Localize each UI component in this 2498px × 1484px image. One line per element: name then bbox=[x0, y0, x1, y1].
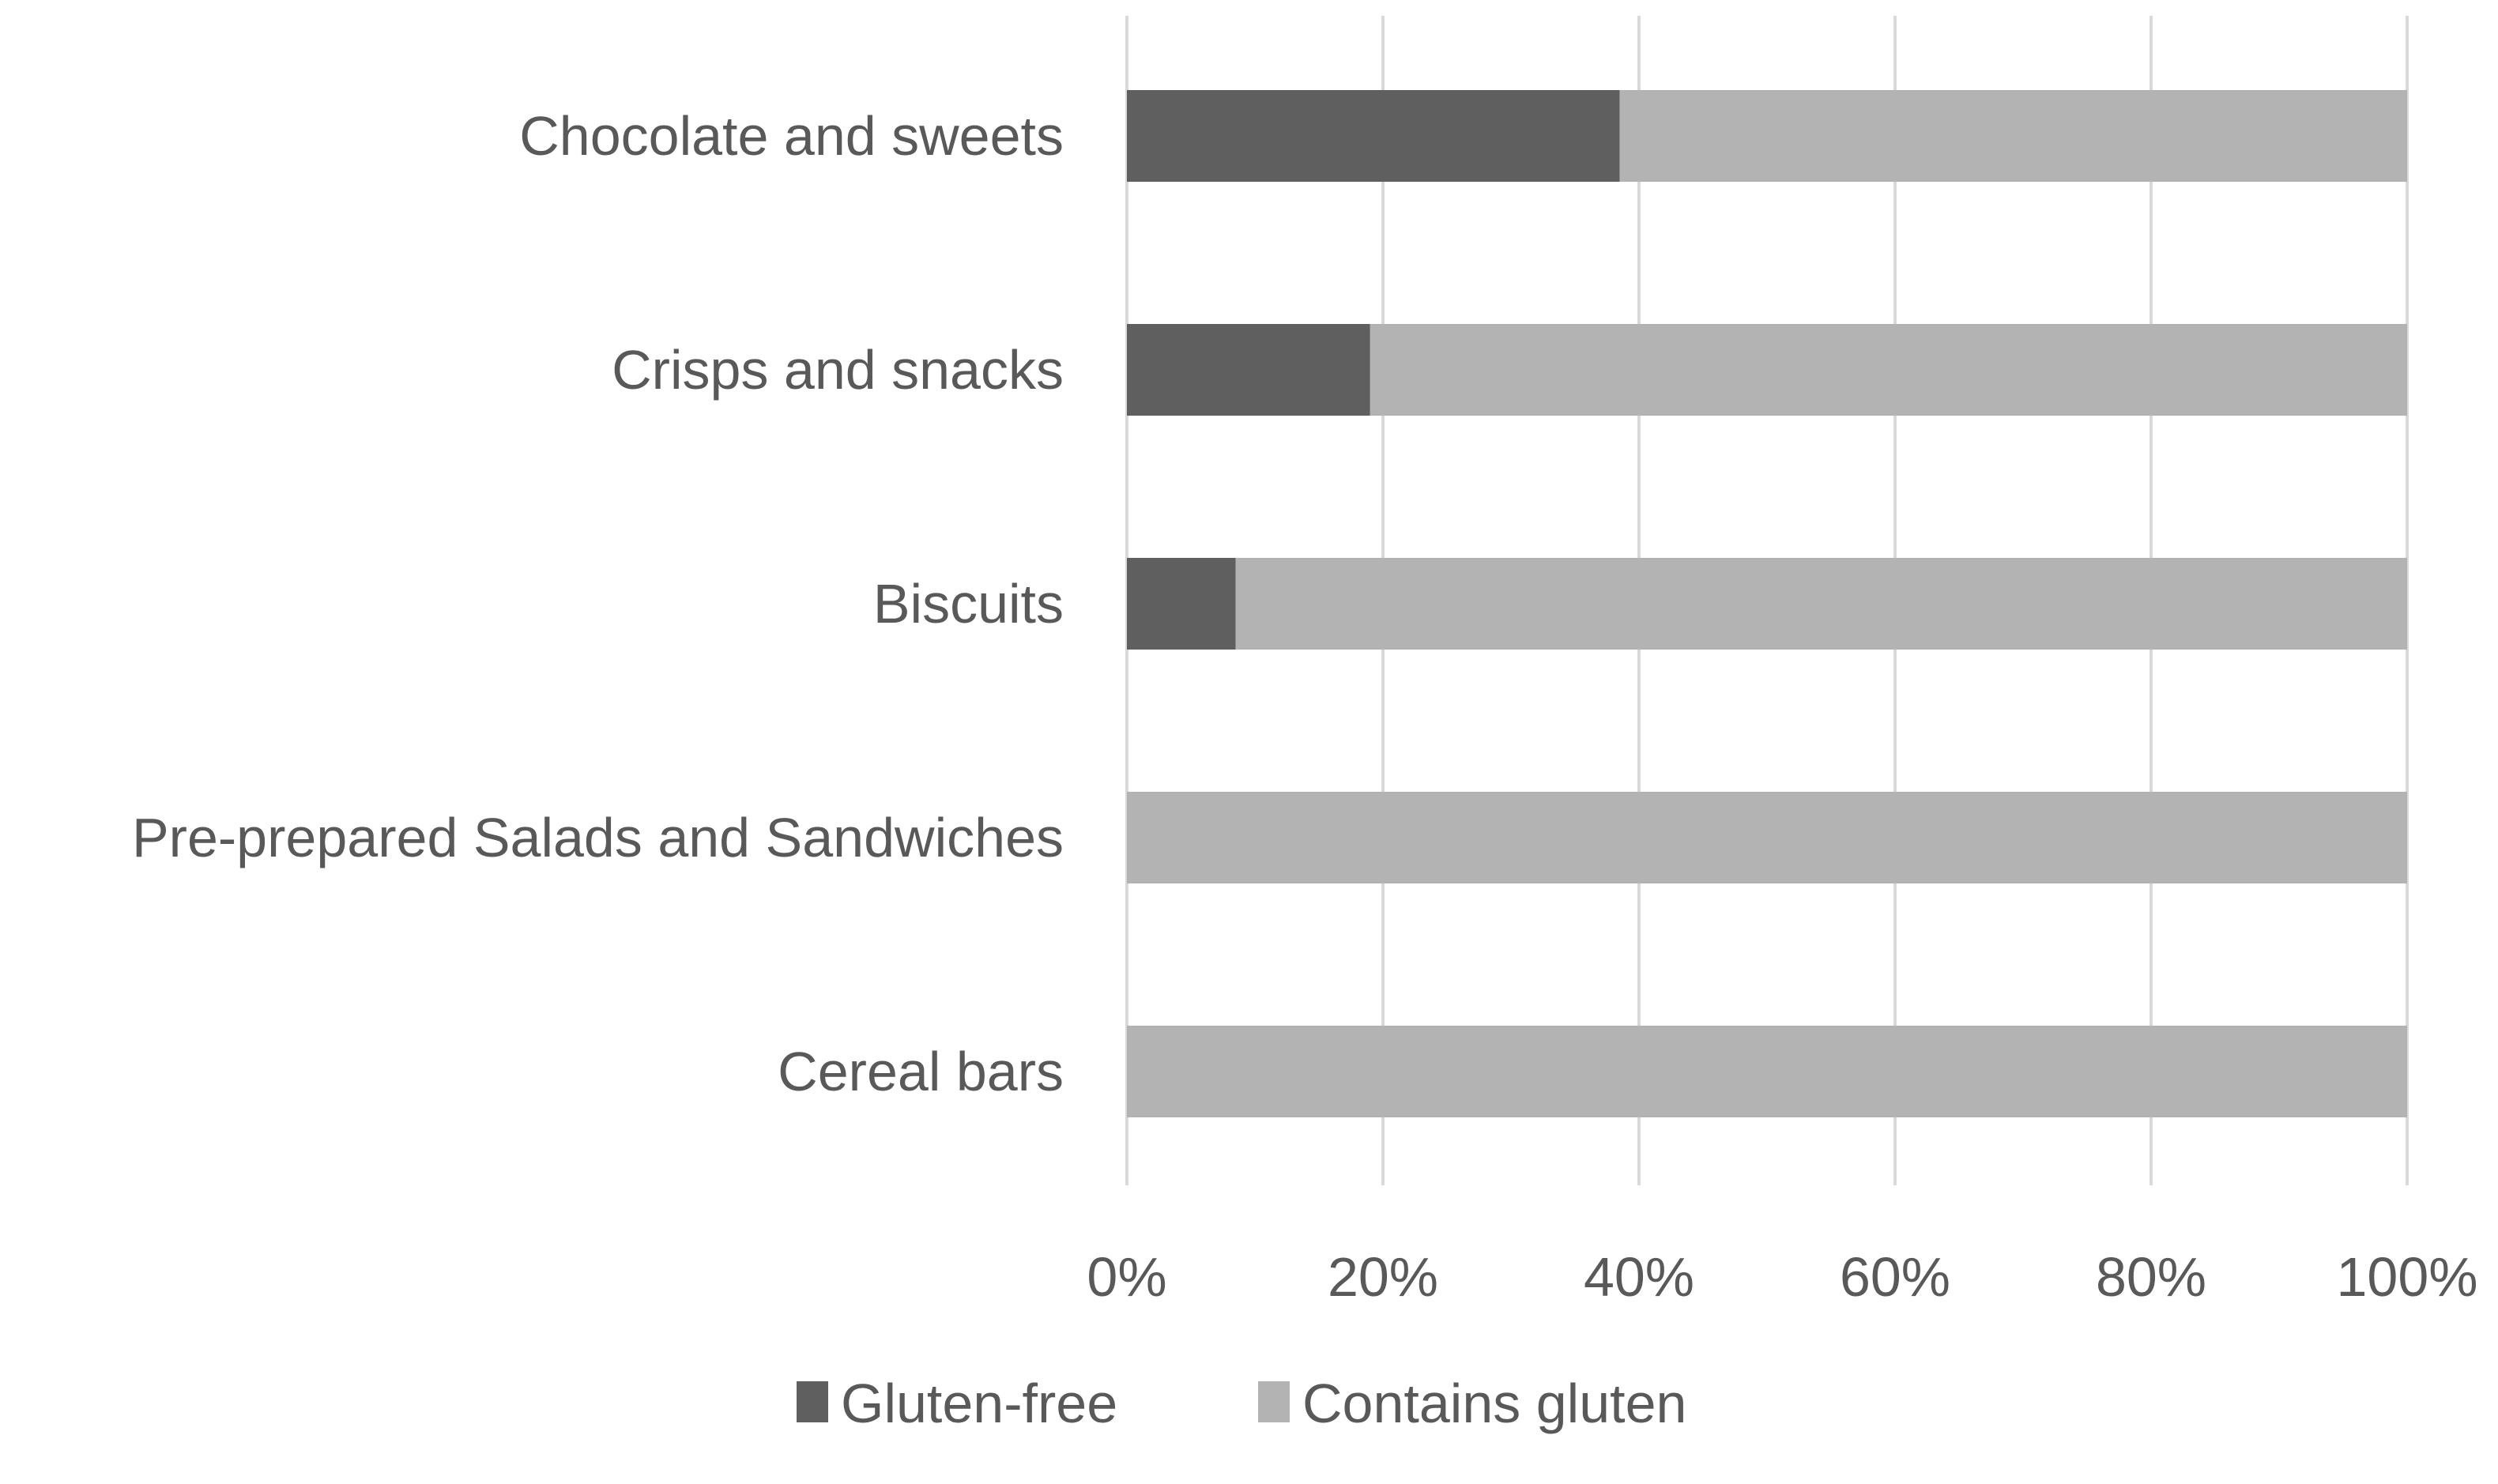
bar-crisps-and-snacks-contains-gluten bbox=[1370, 324, 2407, 416]
x-axis-tick-labels: 0% 20% 40% 60% 80% 100% bbox=[1087, 1246, 2477, 1308]
x-tick-label-4: 80% bbox=[2096, 1246, 2206, 1308]
x-tick-label-0: 0% bbox=[1087, 1246, 1166, 1308]
bar-biscuits-contains-gluten bbox=[1235, 558, 2407, 650]
category-label-crisps-and-snacks: Crisps and snacks bbox=[612, 339, 1064, 401]
legend-swatch-gluten-free bbox=[797, 1381, 828, 1422]
category-label-pre-prepared-salads-and-sandwiches: Pre-prepared Salads and Sandwiches bbox=[132, 807, 1064, 868]
bar-cereal-bars-contains-gluten bbox=[1127, 1026, 2407, 1117]
x-tick-label-1: 20% bbox=[1328, 1246, 1438, 1308]
bar-crisps-and-snacks-gluten-free bbox=[1127, 324, 1370, 416]
category-labels: Chocolate and sweets Crisps and snacks Bis… bbox=[132, 105, 1064, 1102]
legend-label-gluten-free: Gluten-free bbox=[841, 1373, 1117, 1434]
category-label-chocolate-and-sweets: Chocolate and sweets bbox=[519, 105, 1064, 167]
x-tick-label-3: 60% bbox=[1840, 1246, 1950, 1308]
bar-chocolate-and-sweets-gluten-free bbox=[1127, 90, 1620, 182]
legend-swatch-contains-gluten bbox=[1258, 1381, 1290, 1422]
bar-chocolate-and-sweets-contains-gluten bbox=[1619, 90, 2407, 182]
category-label-biscuits: Biscuits bbox=[873, 573, 1064, 635]
legend-item-gluten-free[interactable]: Gluten-free bbox=[797, 1373, 1117, 1434]
bar-biscuits-gluten-free bbox=[1127, 558, 1236, 650]
legend-item-contains-gluten[interactable]: Contains gluten bbox=[1258, 1373, 1686, 1434]
legend-label-contains-gluten: Contains gluten bbox=[1302, 1373, 1686, 1434]
legend[interactable]: Gluten-free Contains gluten bbox=[797, 1373, 1686, 1434]
bar-pre-prepared-salads-and-sandwiches-contains-gluten bbox=[1127, 792, 2407, 883]
bars bbox=[1127, 90, 2407, 1117]
category-label-cereal-bars: Cereal bars bbox=[778, 1041, 1064, 1102]
x-tick-label-5: 100% bbox=[2336, 1246, 2477, 1308]
x-tick-label-2: 40% bbox=[1584, 1246, 1694, 1308]
